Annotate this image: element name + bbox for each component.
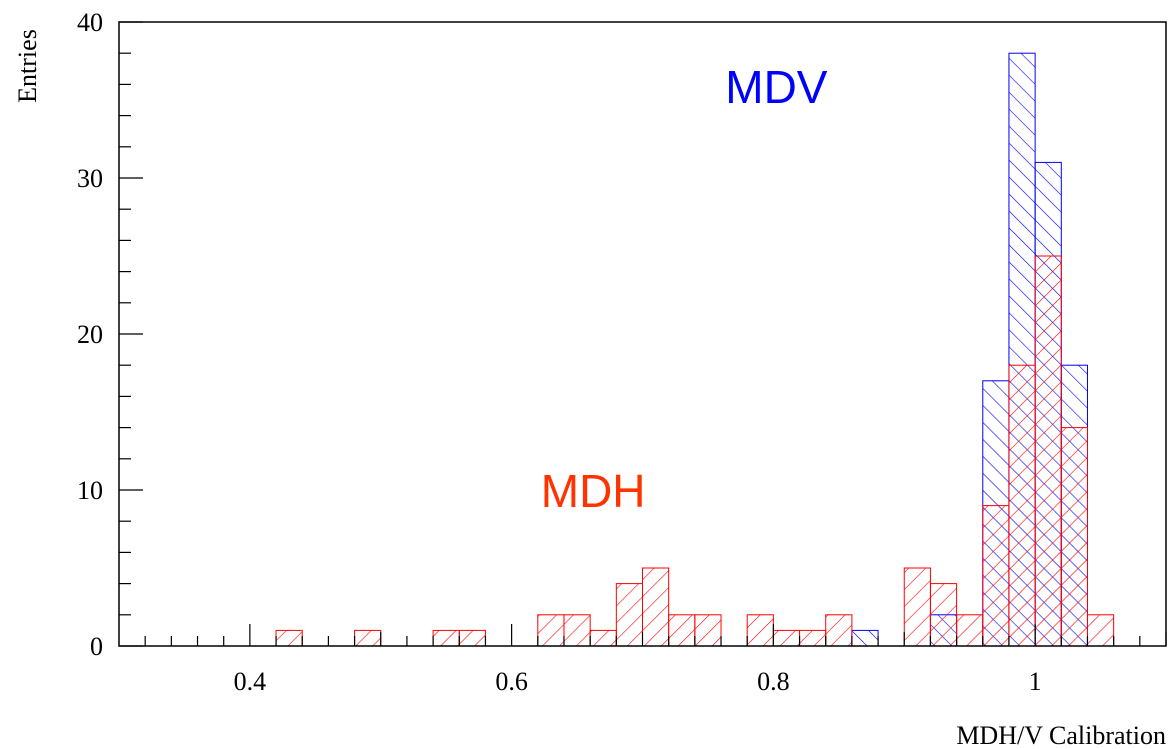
- bar-mdh: [982, 505, 1010, 647]
- y-tick-label: 40: [77, 8, 103, 37]
- bar-mdh: [1060, 427, 1088, 647]
- bar-mdh: [746, 614, 774, 647]
- x-tick-label: 0.8: [757, 667, 790, 696]
- series-label-mdh: MDH: [541, 465, 646, 517]
- bar-mdh: [694, 614, 722, 647]
- bar-mdh: [1086, 614, 1115, 647]
- bar-mdh: [903, 567, 931, 647]
- bar-mdh: [275, 629, 303, 647]
- bar-mdh: [354, 629, 382, 647]
- y-tick-label: 30: [77, 164, 103, 193]
- bar-mdh: [772, 629, 801, 647]
- bar-mdh: [563, 614, 591, 647]
- x-axis-title: MDH/V Calibration: [956, 721, 1166, 749]
- bar-mdh: [1034, 255, 1062, 647]
- bar-mdh: [825, 614, 853, 647]
- x-tick-label: 0.4: [234, 667, 267, 696]
- bars-layer: [275, 52, 1115, 647]
- bar-mdv: [851, 629, 879, 647]
- bar-mdh: [1008, 364, 1036, 647]
- x-tick-label: 1: [1029, 667, 1042, 696]
- bar-mdh: [458, 629, 486, 647]
- plot-frame: [118, 21, 1167, 647]
- bar-mdh: [956, 614, 984, 647]
- y-tick-label: 0: [90, 632, 103, 661]
- bar-mdh: [537, 614, 565, 647]
- y-axis-title: Entries: [13, 29, 42, 103]
- bar-mdh: [615, 583, 644, 647]
- y-tick-label: 20: [77, 320, 103, 349]
- bar-mdh: [668, 614, 696, 647]
- y-tick-label: 10: [77, 476, 103, 505]
- series-mdh: [275, 255, 1115, 647]
- series-label-mdv: MDV: [725, 61, 828, 113]
- x-tick-label: 0.6: [495, 667, 528, 696]
- bar-mdh: [589, 629, 617, 647]
- bar-mdh: [929, 583, 958, 647]
- bar-mdh: [642, 567, 670, 647]
- bar-mdh: [432, 629, 460, 647]
- bar-mdh: [799, 629, 827, 647]
